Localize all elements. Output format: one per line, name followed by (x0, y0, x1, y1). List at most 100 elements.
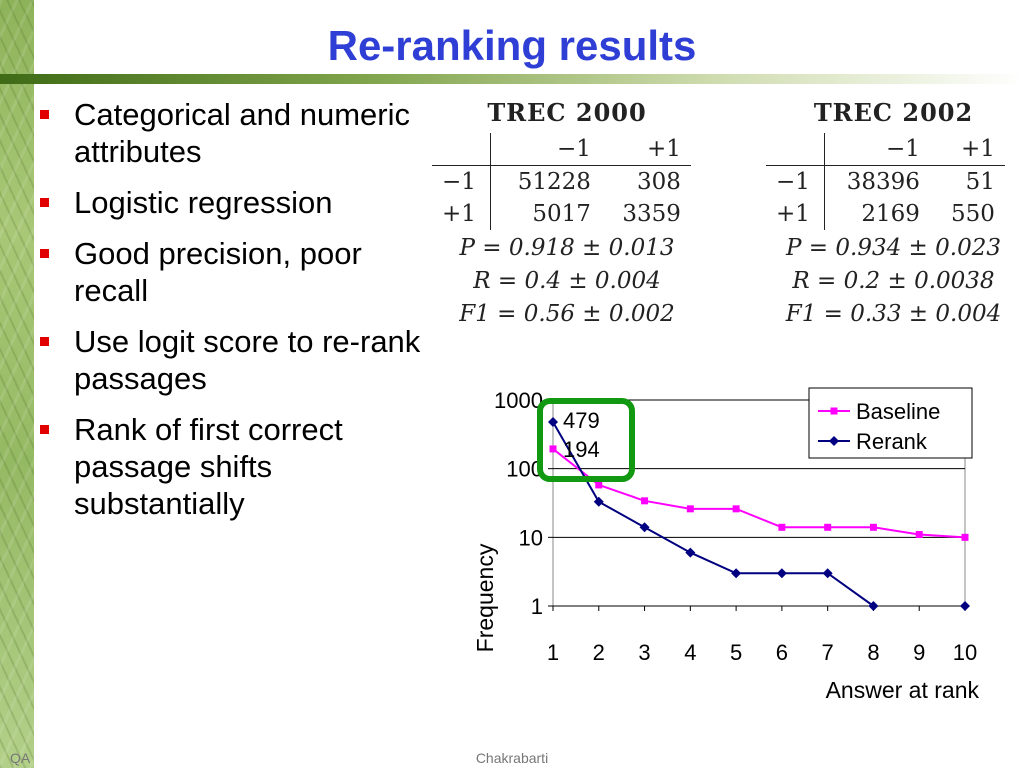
legend-box (808, 387, 973, 459)
confusion-table: −1 +1 −1 38396 51 +1 2169 550 (766, 133, 1005, 230)
col-header: −1 (490, 133, 601, 166)
confusion-table: −1 +1 −1 51228 308 +1 5017 3359 (432, 133, 691, 230)
table-title: TREC 2000 (487, 98, 647, 127)
baseline-point (824, 523, 832, 531)
bullet-item: Logistic regression (38, 184, 430, 221)
legend-marker (829, 436, 839, 446)
table-corner (766, 133, 825, 166)
chart-svg: 1 10 100 1000 1 2 3 4 5 6 7 8 9 10 Answer at rank Frequ… (472, 387, 980, 703)
y-tick-label: 100 (506, 457, 543, 482)
legend-label: Rerank (856, 429, 928, 454)
row-header: +1 (766, 198, 825, 230)
baseline-point (915, 530, 923, 538)
title-underline-bar (0, 74, 1024, 84)
x-tick-label: 9 (913, 640, 925, 665)
slide-title: Re-ranking results (327, 22, 697, 69)
table-cell: 51 (965, 169, 995, 195)
bullet-square-icon (40, 198, 49, 207)
table-corner (432, 133, 491, 166)
x-tick-label: 3 (638, 640, 650, 665)
rerank-point (868, 601, 879, 611)
bullet-text: Use logit score to re-rank passages (74, 324, 421, 396)
table-cell: 3359 (622, 201, 681, 227)
row-header: −1 (432, 165, 491, 198)
baseline-point (869, 523, 877, 531)
footer-center: Chakrabarti (475, 750, 549, 766)
bullet-square-icon (40, 249, 49, 258)
baseline-point (641, 497, 649, 505)
bullet-square-icon (40, 110, 49, 119)
rerank-point (639, 522, 650, 533)
rerank-point (960, 601, 970, 611)
col-header: −1 (824, 133, 930, 166)
x-tick-label: 8 (867, 640, 879, 665)
rerank-point (685, 547, 696, 558)
y-axis-label: Frequency (472, 543, 498, 652)
row-header: +1 (432, 198, 491, 230)
table-title: TREC 2002 (813, 98, 974, 127)
f1-metric: F1 = 0.33 ± 0.004 (785, 301, 1002, 327)
x-tick-label: 4 (684, 640, 696, 665)
baseline-point (778, 523, 786, 531)
baseline-point (686, 505, 694, 513)
rerank-point (776, 568, 787, 579)
bullet-item: Good precision, poor recall (38, 235, 430, 309)
x-tick-label: 1 (547, 640, 559, 665)
trec-2002-block: TREC 2002 −1 +1 −1 38396 51 +1 2169 550 … (766, 98, 1021, 331)
bullet-square-icon (40, 337, 49, 346)
recall-metric: R = 0.2 ± 0.0038 (792, 268, 995, 294)
x-tick-label: 2 (593, 640, 605, 665)
decorative-leaf-strip (0, 0, 34, 768)
baseline-point (595, 481, 603, 489)
baseline-point (961, 533, 969, 541)
table-cell: 308 (637, 169, 681, 195)
y-tick-label: 1 (531, 594, 543, 619)
bullet-text: Categorical and numeric attributes (74, 97, 411, 169)
bullet-text: Logistic regression (74, 185, 333, 220)
table-cell: 5017 (532, 201, 591, 227)
metrics-block: P = 0.918 ± 0.013 R = 0.4 ± 0.004 F1 = 0… (432, 232, 702, 331)
rerank-point (731, 568, 742, 579)
table-cell: 38396 (846, 169, 920, 195)
x-tick-label: 5 (730, 640, 742, 665)
baseline-point (732, 505, 740, 513)
x-tick-label: 10 (953, 640, 977, 665)
x-axis-label: Answer at rank (826, 677, 980, 703)
frequency-chart: 1 10 100 1000 1 2 3 4 5 6 7 8 9 10 Answer at rank Frequ… (460, 380, 1020, 710)
legend-label: Baseline (856, 399, 940, 424)
bullet-list: Categorical and numeric attributes Logis… (38, 96, 430, 536)
precision-metric: P = 0.918 ± 0.013 (459, 235, 675, 261)
rerank-point (593, 496, 604, 507)
bullet-item: Rank of first correct passage shifts sub… (38, 411, 430, 522)
recall-metric: R = 0.4 ± 0.004 (473, 268, 661, 294)
rerank-series-line (552, 421, 875, 607)
rerank-point (822, 568, 833, 579)
precision-metric: P = 0.934 ± 0.023 (786, 235, 1001, 261)
highlight-box (537, 398, 635, 482)
table-cell: 2169 (861, 201, 920, 227)
bullet-text: Rank of first correct passage shifts sub… (74, 412, 343, 521)
x-tick-label: 6 (776, 640, 788, 665)
col-header: +1 (929, 133, 1005, 166)
footer-left: QA (10, 750, 31, 766)
bullet-item: Categorical and numeric attributes (38, 96, 430, 170)
table-cell: 51228 (517, 169, 591, 195)
table-cell: 550 (951, 201, 995, 227)
baseline-point (549, 445, 557, 453)
legend-marker (830, 407, 838, 415)
x-tick-label: 7 (822, 640, 834, 665)
trec-2000-block: TREC 2000 −1 +1 −1 51228 308 +1 5017 335… (432, 98, 702, 331)
bullet-item: Use logit score to re-rank passages (38, 323, 430, 397)
f1-metric: F1 = 0.56 ± 0.002 (459, 301, 675, 327)
rerank-point (548, 416, 558, 427)
metrics-block: P = 0.934 ± 0.023 R = 0.2 ± 0.0038 F1 = … (766, 232, 1021, 331)
bullet-square-icon (40, 425, 49, 434)
bullet-text: Good precision, poor recall (74, 236, 362, 308)
baseline-series-line (552, 448, 966, 539)
col-header: +1 (600, 133, 691, 166)
data-label: 479 (563, 408, 600, 433)
row-header: −1 (766, 165, 825, 198)
data-label: 194 (563, 437, 600, 462)
y-tick-label: 1000 (494, 388, 543, 413)
y-tick-label: 10 (519, 525, 543, 550)
